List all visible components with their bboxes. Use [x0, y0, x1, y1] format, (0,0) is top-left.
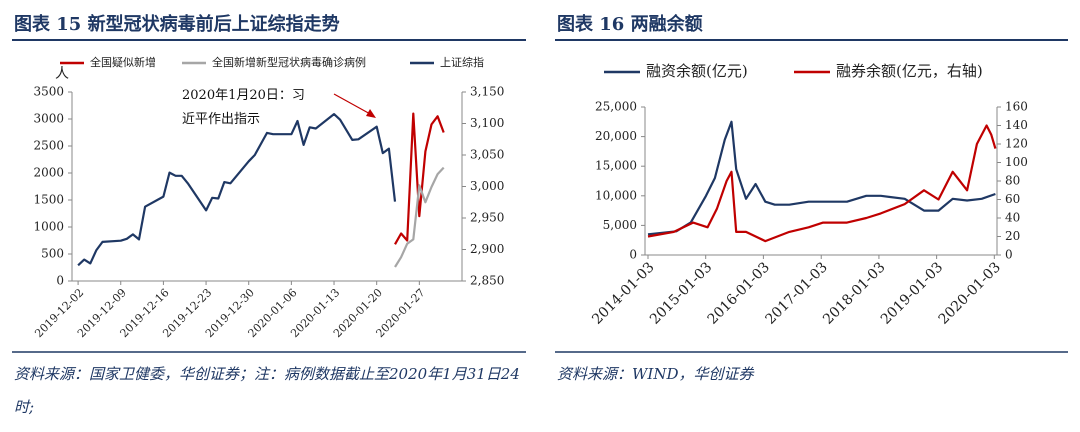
- y2-tick-label: 40: [1005, 211, 1020, 225]
- y-tick-label: 0: [56, 274, 64, 288]
- y-tick-label: 2000: [33, 166, 64, 180]
- y2-tick-label: 20: [1005, 229, 1020, 243]
- series-line: [77, 113, 397, 267]
- chart-title: 图表 15 新型冠状病毒前后上证综指走势: [14, 14, 340, 35]
- source: 资料来源：国家卫健委，华创证券；注：病例数据截止至2020年1月31日24时;: [14, 365, 520, 416]
- y-tick-label: 20,000: [595, 129, 637, 143]
- y-tick-label: 1500: [33, 193, 64, 207]
- source: 资料来源：WIND，华创证券: [557, 365, 754, 383]
- legend-label: 上证综指: [440, 55, 484, 69]
- y-tick-label: 1000: [33, 220, 64, 234]
- y-tick-label: 500: [41, 247, 64, 261]
- annotation: 2020年1月20日：习近平作出指示: [182, 88, 305, 127]
- annotation-arrow: [333, 93, 373, 116]
- y-tick-label: 15,000: [595, 159, 637, 173]
- legend-label: 融券余额(亿元，右轴): [836, 62, 983, 80]
- y2-tick-label: 120: [1005, 137, 1028, 151]
- y-tick-label: 3500: [33, 85, 64, 99]
- x-tick-label: 2020-01-03: [936, 259, 1004, 327]
- y2-tick-label: 140: [1005, 118, 1028, 132]
- series-line: [394, 112, 445, 245]
- y2-tick-label: 3,000: [470, 179, 504, 193]
- y2-tick-label: 2,850: [470, 274, 504, 288]
- y2-tick-label: 3,100: [470, 116, 504, 130]
- y2-tick-label: 2,950: [470, 211, 504, 225]
- legend-label: 全国新增新型冠状病毒确诊病例: [212, 55, 366, 69]
- y2-tick-label: 3,150: [470, 85, 504, 99]
- series-line: [647, 124, 997, 243]
- y-tick-label: 25,000: [595, 100, 637, 114]
- y2-tick-label: 80: [1005, 174, 1020, 188]
- y2-tick-label: 100: [1005, 155, 1028, 169]
- y-tick-label: 0: [629, 248, 637, 262]
- y2-tick-label: 3,050: [470, 148, 504, 162]
- series-line: [394, 166, 445, 268]
- y-tick-label: 10,000: [595, 188, 637, 202]
- y2-tick-label: 0: [1005, 248, 1013, 262]
- y2-tick-label: 2,900: [470, 242, 504, 256]
- annotation-arrowhead: [366, 109, 376, 118]
- series-line: [647, 120, 996, 236]
- legend-label: 融资余额(亿元): [646, 62, 748, 80]
- legend-label: 全国疑似新增: [90, 55, 156, 69]
- y-tick-label: 5,000: [603, 218, 637, 232]
- y-axis-label: 人: [55, 66, 69, 82]
- y-tick-label: 2500: [33, 139, 64, 153]
- y-tick-label: 3000: [33, 112, 64, 126]
- y2-tick-label: 160: [1005, 100, 1028, 114]
- y2-tick-label: 60: [1005, 192, 1020, 206]
- chart-title: 图表 16 两融余额: [557, 14, 703, 35]
